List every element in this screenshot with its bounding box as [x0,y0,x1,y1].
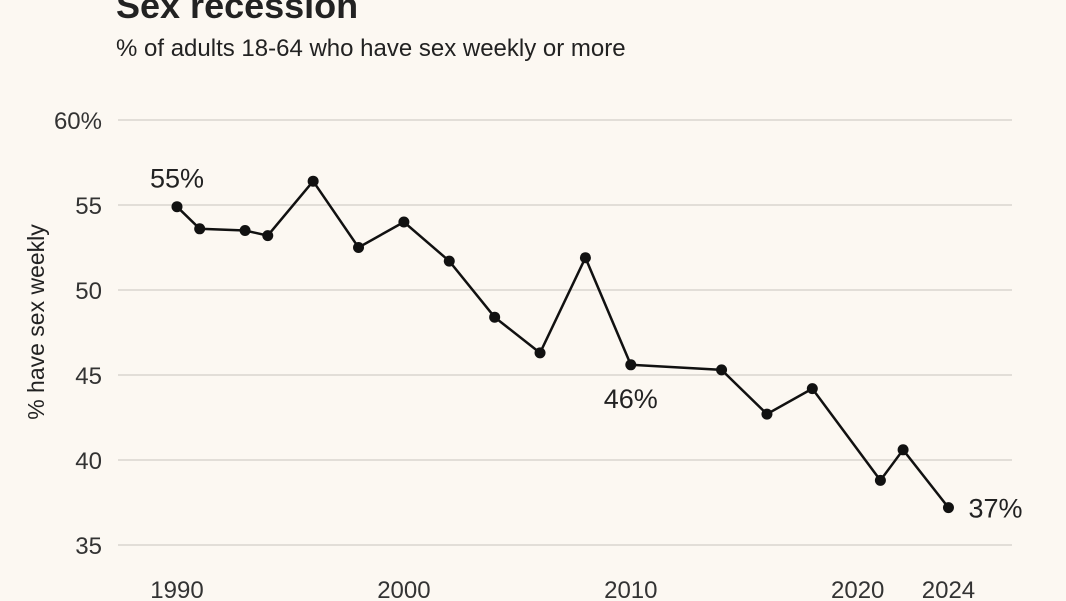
data-label: 55% [150,164,204,194]
series-line [176,179,950,509]
data-point [239,225,251,236]
chart-title: Sex recession [116,0,358,26]
x-tick-label: 2024 [922,577,975,601]
y-tick-label: 45 [75,363,102,390]
data-point [806,383,818,395]
data-point [398,216,410,228]
data-point [716,364,728,376]
data-point [579,252,591,264]
y-tick-label: 50 [75,278,102,305]
data-point [194,223,206,235]
data-point [761,408,773,420]
y-tick-label: 60% [54,108,102,135]
data-label: 46% [604,384,658,414]
x-tick-label: 2010 [604,577,657,601]
data-point [262,230,274,242]
data-point [307,175,319,187]
data-point [171,201,183,213]
data-point [625,359,637,371]
y-tick-label: 35 [75,533,102,560]
x-tick-label: 1990 [150,577,203,601]
data-point [489,311,501,323]
y-tick-label: 55 [75,193,102,220]
x-tick-label: 2020 [831,577,884,601]
data-point [534,347,546,359]
data-point [874,474,886,486]
y-tick-label: 40 [75,448,102,475]
data-point [353,242,365,253]
data-point [897,444,909,456]
data-label: 37% [968,494,1022,524]
chart-subtitle: % of adults 18-64 who have sex weekly or… [116,35,626,62]
data-point [443,255,455,267]
x-tick-label: 2000 [377,577,430,601]
y-axis-label: % have sex weekly [23,224,49,420]
data-point [942,502,954,514]
